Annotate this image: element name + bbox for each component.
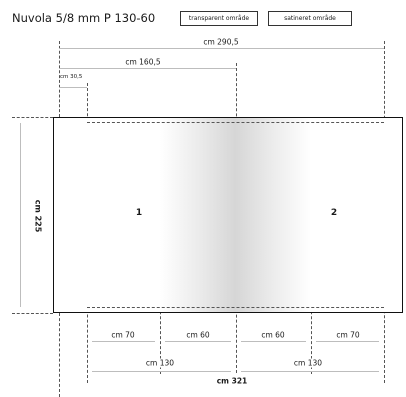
panel-bottom-dashed-line (87, 307, 384, 308)
legend-transparent-area: transparent område (180, 11, 258, 26)
dimension-label-seg3: cm 60 (259, 330, 287, 340)
extension-line-left-edge-bottom (59, 313, 60, 397)
dimension-label-height: cm 225 (31, 199, 45, 233)
panel-label-left: 1 (135, 208, 143, 218)
dimension-label-overall-top: cm 290,5 (201, 37, 241, 47)
panel-top-dashed-line (87, 122, 384, 123)
diagram-title: Nuvola 5/8 mm P 130-60 (12, 11, 156, 25)
dimension-line-panel-right (241, 371, 379, 372)
satin-area (160, 118, 311, 312)
dimension-line-height (20, 123, 21, 307)
dimension-label-offset-top: cm 30,5 (60, 74, 83, 80)
dimension-label-seg1: cm 70 (109, 330, 137, 340)
dimension-line-seg3 (241, 341, 306, 342)
dimension-label-panel-left: cm 130 (143, 358, 177, 368)
legend-satin-area: satineret område (268, 11, 352, 26)
dimension-line-seg1 (92, 341, 155, 342)
extension-line-left-edge (59, 41, 60, 117)
dimension-label-half-top: cm 160,5 (123, 57, 163, 67)
panel-label-right: 2 (330, 208, 338, 218)
dimension-line-half-top (59, 68, 236, 69)
dimension-line-overall-top (59, 48, 384, 49)
dimension-line-seg4 (316, 341, 379, 342)
dimension-line-offset-top (59, 87, 87, 88)
extension-line-top-edge (12, 117, 53, 118)
dimension-label-seg2: cm 60 (184, 330, 212, 340)
extension-line-bottom-edge (12, 313, 53, 314)
dimension-line-panel-left (92, 371, 231, 372)
dimension-line-seg2 (165, 341, 231, 342)
dimension-label-seg4: cm 70 (334, 330, 362, 340)
dimension-label-total-width: cm 321 (216, 376, 248, 386)
dimension-label-panel-right: cm 130 (291, 358, 325, 368)
